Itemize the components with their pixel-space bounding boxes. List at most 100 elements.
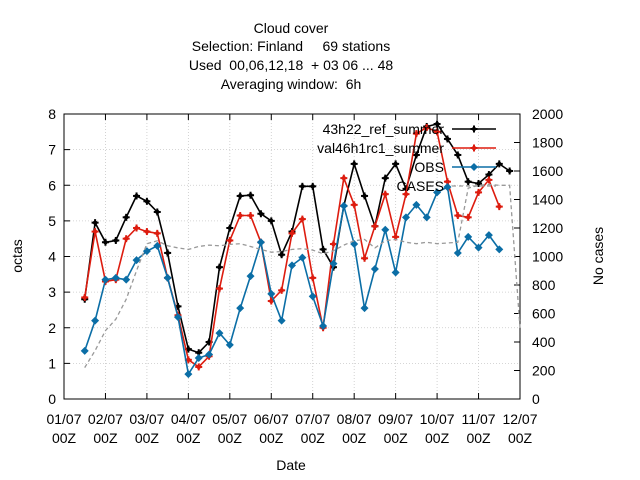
data-point xyxy=(464,213,472,221)
data-point xyxy=(122,213,130,221)
data-point xyxy=(381,174,389,182)
marker-dot xyxy=(92,220,98,225)
data-point xyxy=(236,304,245,313)
marker-dot xyxy=(300,216,305,222)
marker-dot xyxy=(269,218,274,224)
data-point xyxy=(474,243,483,252)
data-point xyxy=(256,238,265,247)
data-point xyxy=(236,212,244,220)
y2-tick-label: 1400 xyxy=(532,192,563,208)
data-point xyxy=(298,253,307,262)
data-point xyxy=(122,275,131,284)
x-tick-label-hour: 00Z xyxy=(466,430,491,446)
data-point xyxy=(319,321,328,330)
data-point xyxy=(319,245,327,253)
data-point xyxy=(91,228,99,236)
y2-tick-label: 1000 xyxy=(532,249,563,265)
data-point xyxy=(412,151,420,159)
data-point xyxy=(475,188,483,196)
data-point xyxy=(370,264,379,273)
marker-dot xyxy=(92,229,98,234)
legend-label: val46h1rc1_summer xyxy=(317,140,444,156)
data-point xyxy=(454,212,462,220)
data-point xyxy=(350,160,358,168)
data-point xyxy=(423,124,431,132)
data-point xyxy=(443,183,452,192)
x-tick-label-hour: 00Z xyxy=(384,430,409,446)
data-point xyxy=(371,222,379,230)
data-point xyxy=(412,200,421,209)
marker-dot xyxy=(248,193,253,198)
data-point xyxy=(391,268,400,277)
y2-tick-label: 1200 xyxy=(532,220,563,236)
data-point xyxy=(288,261,296,270)
x-tick-label-date: 09/07 xyxy=(378,411,413,427)
marker-dot xyxy=(196,364,201,370)
x-tick-label-hour: 00Z xyxy=(135,430,160,446)
marker-dot xyxy=(414,131,419,136)
title-line-4: Averaging window: 6h xyxy=(221,76,362,92)
y-tick-label: 5 xyxy=(48,213,56,229)
data-point xyxy=(111,273,120,282)
marker-dot xyxy=(237,213,243,218)
data-point xyxy=(80,346,89,355)
x-tick-label-date: 04/07 xyxy=(171,411,206,427)
data-point xyxy=(402,213,410,222)
y-axis-label: octas xyxy=(9,239,25,272)
marker-dot xyxy=(445,179,450,184)
data-point xyxy=(361,254,369,262)
marker-dot xyxy=(383,175,388,181)
data-point xyxy=(133,192,141,200)
data-point xyxy=(433,188,442,197)
marker-dot xyxy=(269,298,274,304)
data-point xyxy=(506,167,514,175)
x-tick-label-hour: 00Z xyxy=(342,430,367,446)
data-point xyxy=(153,208,161,216)
data-point xyxy=(298,215,306,223)
grid xyxy=(64,114,520,399)
marker-dot xyxy=(227,225,233,231)
data-point xyxy=(132,256,141,265)
marker-dot xyxy=(310,275,315,281)
x-tick-label-date: 10/07 xyxy=(420,411,455,427)
plot-frame xyxy=(63,113,521,400)
marker-dot xyxy=(351,161,357,167)
y-tick-label: 0 xyxy=(48,391,56,407)
data-point xyxy=(484,231,493,240)
data-point xyxy=(164,249,172,257)
data-point xyxy=(226,236,234,244)
marker-dot xyxy=(455,213,461,218)
marker-dot xyxy=(144,199,150,204)
y2-tick-label: 1800 xyxy=(532,135,563,151)
marker-dot xyxy=(476,190,481,195)
data-point xyxy=(267,217,275,225)
data-point xyxy=(91,316,100,325)
data-point xyxy=(381,225,390,234)
data-point xyxy=(278,251,286,259)
data-point xyxy=(433,128,441,136)
marker-dot xyxy=(300,184,305,189)
marker-dot xyxy=(351,202,357,208)
data-point xyxy=(277,316,286,325)
data-point xyxy=(153,229,161,237)
data-point xyxy=(163,273,172,282)
y-tick-label: 1 xyxy=(48,355,56,371)
data-point xyxy=(470,163,478,171)
marker-dot xyxy=(217,286,222,291)
marker-dot xyxy=(82,295,87,300)
marker-dot xyxy=(393,161,398,167)
data-point xyxy=(485,176,493,184)
data-point xyxy=(195,363,203,371)
data-point xyxy=(360,304,369,313)
marker-dot xyxy=(217,264,222,270)
legend-label: OBS xyxy=(414,159,444,175)
data-point xyxy=(225,340,234,349)
title-line-3: Used 00,06,12,18 + 03 06 ... 48 xyxy=(189,57,394,73)
data-point xyxy=(470,125,478,133)
marker-dot xyxy=(144,229,150,234)
x-axis-label: Date xyxy=(276,457,306,473)
marker-dot xyxy=(134,225,139,231)
marker-dot xyxy=(165,250,170,256)
marker-dot xyxy=(289,231,295,236)
marker-dot xyxy=(310,184,315,189)
